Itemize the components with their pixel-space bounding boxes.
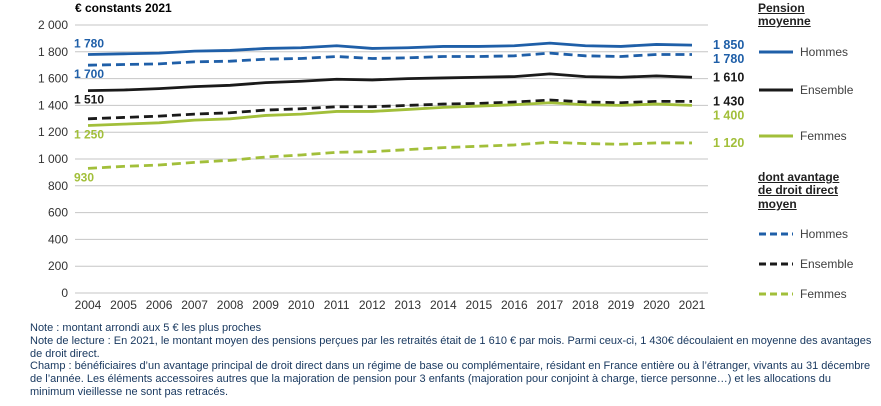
x-tick-label: 2007: [181, 298, 208, 312]
line-chart-plot: 0 200 400 600 800 1 000 1 200 1 400 1 600 1 800 2 …: [38, 18, 744, 312]
x-tick-label: 2019: [608, 298, 635, 312]
legend-line-sample-icon: [759, 50, 793, 54]
legend-line-sample-icon: [759, 232, 793, 236]
x-tick-label: 2004: [75, 298, 102, 312]
x-tick-label: 2020: [643, 298, 670, 312]
legend-line-sample-icon: [759, 262, 793, 266]
legend-label: Ensemble: [800, 257, 854, 272]
line-droit_direct-femmes: [87, 140, 692, 170]
legend-line-sample-icon: [759, 292, 793, 296]
x-tick-label: 2009: [252, 298, 279, 312]
chart-notes: Note : montant arrondi aux 5 € les plus …: [30, 322, 876, 399]
line-droit_direct-hommes: [87, 51, 692, 67]
start-value-label: 1 700: [74, 67, 104, 81]
x-tick-label: 2016: [501, 298, 528, 312]
legend-group-pension: Hommes Ensemble Femmes: [758, 45, 880, 143]
line-pension-hommes: [87, 41, 693, 56]
x-tick-label: 2012: [359, 298, 386, 312]
end-value-label: 1 610: [713, 70, 744, 84]
start-value-label: 930: [74, 170, 94, 184]
legend-title-droit-direct: dont avantage de droit direct moyen: [758, 169, 840, 211]
end-value-label: 1 850: [713, 38, 744, 52]
legend-entry-pension-ensemble: Ensemble: [758, 83, 880, 97]
y-tick-label: 1 600: [38, 72, 68, 86]
legend-label: Ensemble: [800, 82, 854, 97]
legend-entry-droit_direct-hommes: Hommes: [758, 227, 880, 241]
start-value-label: 1 780: [74, 36, 104, 50]
y-tick-label: 1 400: [38, 98, 68, 112]
x-tick-label: 2013: [394, 298, 421, 312]
y-tick-label: 2 000: [38, 18, 68, 32]
legend-group-droit-direct: Hommes Ensemble Femmes: [758, 227, 880, 301]
line-droit_direct-ensemble: [87, 98, 692, 121]
end-value-label: 1 430: [713, 94, 744, 108]
x-tick-label: 2014: [430, 298, 457, 312]
start-value-label: 1 250: [74, 128, 104, 142]
y-tick-label: 200: [48, 259, 68, 273]
note-scope: Champ : bénéficiaires d’un avantage prin…: [30, 360, 871, 398]
y-tick-label: 400: [48, 232, 68, 246]
y-tick-label: 800: [48, 179, 68, 193]
legend-entry-pension-hommes: Hommes: [758, 45, 880, 59]
chart-legend: Pension moyenne Hommes Ensemble Femmes don…: [758, 1, 880, 301]
start-value-label: 1 510: [74, 93, 104, 107]
legend-entry-droit_direct-femmes: Femmes: [758, 287, 880, 301]
legend-title-pension-moyenne: Pension moyenne: [758, 1, 811, 29]
y-tick-label: 1 800: [38, 45, 68, 59]
legend-entry-droit_direct-ensemble: Ensemble: [758, 257, 880, 271]
x-tick-label: 2006: [146, 298, 173, 312]
legend-label: Femmes: [800, 128, 847, 143]
x-tick-label: 2010: [288, 298, 315, 312]
x-tick-label: 2008: [217, 298, 244, 312]
x-tick-label: 2018: [572, 298, 599, 312]
end-value-label: 1 780: [713, 52, 744, 66]
note-rounding: Note : montant arrondi aux 5 € les plus …: [30, 322, 262, 334]
x-tick-label: 2021: [679, 298, 706, 312]
x-tick-label: 2011: [324, 298, 350, 312]
line-pension-femmes: [87, 101, 693, 127]
legend-line-sample-icon: [759, 134, 793, 138]
y-tick-label: 0: [61, 286, 68, 300]
y-tick-label: 1 000: [38, 152, 68, 166]
legend-line-sample-icon: [759, 88, 793, 92]
end-value-label: 1 120: [713, 136, 744, 150]
line-pension-ensemble: [87, 72, 693, 93]
x-tick-label: 2005: [110, 298, 137, 312]
legend-entry-pension-femmes: Femmes: [758, 129, 880, 143]
note-reading: Note de lecture : En 2021, le montant mo…: [30, 334, 872, 360]
x-tick-label: 2015: [465, 298, 492, 312]
y-tick-label: 600: [48, 206, 68, 220]
legend-label: Hommes: [800, 44, 849, 59]
y-tick-label: 1 200: [38, 125, 68, 139]
legend-label: Hommes: [800, 227, 849, 242]
x-tick-label: 2017: [537, 298, 564, 312]
end-value-label: 1 400: [713, 108, 744, 122]
legend-label: Femmes: [800, 287, 847, 302]
chart-title: € constants 2021: [75, 1, 172, 15]
